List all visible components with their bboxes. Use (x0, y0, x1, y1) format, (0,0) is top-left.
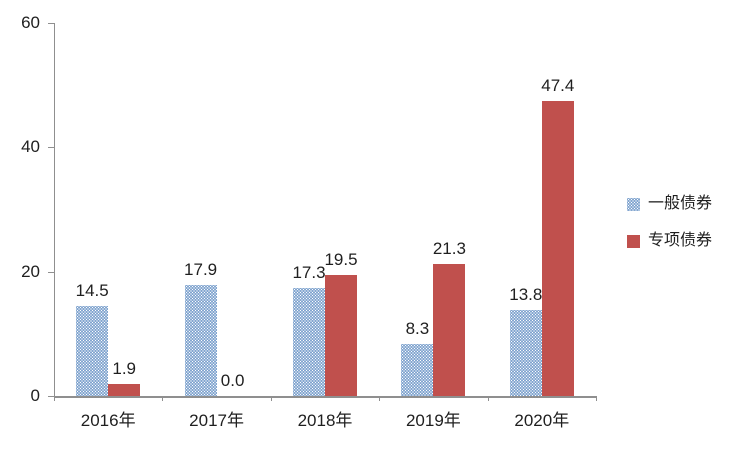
legend-label: 一般债券 (648, 195, 713, 212)
data-label: 13.8 (509, 285, 543, 305)
x-tick-mark (54, 396, 55, 401)
y-tick-mark (48, 396, 54, 397)
bar-series1 (509, 310, 542, 396)
bar-series1 (293, 288, 325, 396)
bar-series1 (401, 344, 434, 396)
data-label: 14.5 (75, 280, 109, 300)
legend-item: 专项债券 (627, 231, 712, 251)
bar-series1 (184, 284, 217, 396)
y-tick-label: 20 (21, 261, 40, 281)
bar-series2 (541, 101, 574, 396)
bar-series2 (433, 263, 466, 396)
x-category-label: 2016年 (80, 411, 136, 430)
x-tick-mark (379, 396, 381, 401)
x-category-label: 2019年 (405, 411, 461, 430)
data-label: 0.0 (220, 371, 245, 390)
x-tick-mark (596, 396, 597, 401)
x-category-label: 2018年 (297, 411, 353, 430)
x-tick-mark (487, 396, 489, 401)
legend: 一般债券 专项债券 (627, 194, 712, 268)
data-label: 19.5 (324, 249, 358, 269)
x-category-label: 2020年 (514, 411, 570, 430)
y-tick-label: 60 (21, 13, 40, 32)
data-label: 21.3 (432, 238, 466, 258)
legend-marker-icon (627, 197, 640, 211)
y-tick-mark (48, 147, 54, 149)
legend-marker-icon (627, 234, 640, 248)
y-tick-label: 0 (30, 386, 40, 405)
data-label: 17.3 (292, 263, 326, 283)
y-axis-line (54, 23, 55, 396)
x-tick-mark (162, 396, 164, 401)
bar-series2 (108, 384, 141, 396)
data-label: 8.3 (405, 319, 430, 339)
y-tick-mark (48, 23, 54, 24)
data-label: 47.4 (541, 76, 575, 96)
x-axis-line (54, 396, 597, 398)
data-label: 1.9 (112, 359, 137, 379)
y-tick-label: 40 (21, 137, 40, 157)
x-category-label: 2017年 (189, 411, 245, 430)
bar-series2 (325, 274, 357, 396)
data-label: 17.9 (184, 259, 218, 279)
legend-label: 专项债券 (648, 232, 713, 249)
x-tick-mark (270, 396, 272, 401)
y-tick-mark (48, 271, 54, 273)
bar-series1 (76, 305, 109, 396)
legend-item: 一般债券 (627, 194, 712, 214)
